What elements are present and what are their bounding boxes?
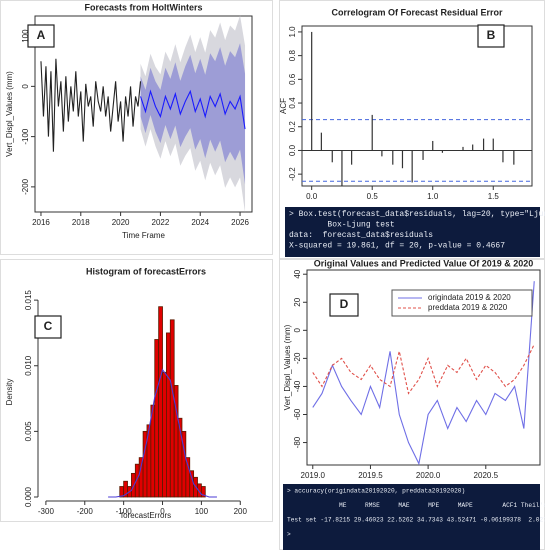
y-tick-label: 0 bbox=[21, 84, 30, 89]
histogram-bar bbox=[150, 404, 156, 498]
histogram-bar bbox=[158, 306, 163, 498]
y-tick-label: -40 bbox=[293, 380, 302, 392]
console-line: Test set -17.8215 29.46023 22.5262 34.73… bbox=[287, 517, 545, 524]
y-tick-label: 0.2 bbox=[288, 121, 297, 133]
histogram-bar bbox=[138, 457, 144, 498]
x-tick-label: 2022 bbox=[152, 218, 170, 227]
y-tick-label: -200 bbox=[21, 178, 30, 195]
series-line bbox=[139, 89, 246, 130]
x-tick-label: -300 bbox=[38, 507, 55, 516]
panel-letter-box bbox=[27, 24, 55, 48]
prediction-band bbox=[140, 43, 246, 185]
series-line bbox=[40, 58, 142, 152]
y-axis-label: Vert_Displ_Values (mm) bbox=[5, 71, 14, 157]
histogram-bar bbox=[201, 486, 206, 498]
console-line: > Box.test(forecast_data$residuals, lag=… bbox=[289, 210, 545, 219]
x-tick-label: -100 bbox=[116, 507, 133, 516]
console-line: X-squared = 19.861, df = 20, p-value = 0… bbox=[289, 242, 505, 251]
y-tick-label: 0.0 bbox=[288, 144, 297, 156]
legend-box bbox=[391, 289, 533, 317]
legend-label: origindata 2019 & 2020 bbox=[428, 293, 511, 302]
series-line bbox=[312, 344, 535, 395]
x-tick-label: 1.5 bbox=[488, 192, 500, 201]
chart-title: Correlogram Of Forecast Residual Error bbox=[331, 7, 503, 17]
x-axis-label: forecastErrors bbox=[121, 511, 171, 520]
x-tick-label: 100 bbox=[195, 507, 209, 516]
console-line: > bbox=[287, 531, 291, 538]
y-tick-label: 0.010 bbox=[24, 355, 33, 376]
x-tick-label: 2020.5 bbox=[474, 471, 499, 480]
console-line: ME RMSE MAE MPE MAPE ACF1 Theil's U bbox=[287, 502, 545, 509]
y-tick-label: -0.2 bbox=[288, 167, 297, 181]
x-tick-label: 0.0 bbox=[306, 192, 318, 201]
x-tick-label: 200 bbox=[234, 507, 248, 516]
console-line: data: forecast_data$residuals bbox=[289, 231, 433, 240]
x-tick-label: 2018 bbox=[72, 218, 90, 227]
legend-label: preddata 2019 & 2020 bbox=[428, 303, 508, 312]
x-tick-label: 0.5 bbox=[367, 192, 379, 201]
panel-letter: D bbox=[340, 297, 349, 311]
x-tick-label: 2016 bbox=[32, 218, 50, 227]
chart-title: Forecasts from HoltWinters bbox=[85, 2, 203, 12]
panel-letter: B bbox=[487, 28, 496, 42]
x-axis-label: Time Frame bbox=[122, 231, 165, 240]
y-tick-label: 0.015 bbox=[24, 290, 33, 311]
x-tick-label: 2020 bbox=[112, 218, 130, 227]
y-tick-label: -100 bbox=[21, 128, 30, 145]
panel-letter: A bbox=[37, 28, 46, 42]
y-tick-label: -60 bbox=[293, 408, 302, 420]
y-tick-label: 1.0 bbox=[288, 26, 297, 38]
plot-frame bbox=[34, 15, 253, 213]
y-tick-label: 100 bbox=[21, 29, 30, 43]
console bbox=[285, 207, 540, 257]
panel-letter-box bbox=[329, 293, 359, 317]
histogram-bar bbox=[169, 319, 175, 498]
panel-border bbox=[0, 259, 273, 522]
x-tick-label: 1.0 bbox=[427, 192, 439, 201]
y-axis-label: ACF bbox=[279, 98, 288, 114]
x-tick-label: 2019.5 bbox=[358, 471, 383, 480]
histogram-bar bbox=[162, 371, 167, 498]
panel-border bbox=[0, 0, 273, 255]
series-line bbox=[312, 281, 535, 466]
y-tick-label: 0.8 bbox=[288, 50, 297, 62]
panel-letter: C bbox=[44, 319, 53, 333]
y-tick-label: 40 bbox=[293, 269, 302, 278]
console-line: > accuracy(origindata20192020, preddata2… bbox=[287, 488, 465, 495]
y-axis-label: Vert_Displ_Values (mm) bbox=[283, 324, 292, 410]
histogram-bar bbox=[166, 332, 171, 498]
panel-letter-box bbox=[34, 315, 62, 339]
y-tick-label: 0.000 bbox=[24, 486, 33, 507]
y-tick-label: 0.6 bbox=[288, 73, 297, 85]
x-tick-label: 2019.0 bbox=[301, 471, 326, 480]
chart-title: Original Values and Predicted Value Of 2… bbox=[314, 258, 534, 268]
y-tick-label: 0.4 bbox=[288, 97, 297, 109]
plot-frame bbox=[306, 269, 541, 466]
y-tick-label: -20 bbox=[293, 352, 302, 364]
y-axis-label: Density bbox=[5, 379, 14, 406]
histogram-bar bbox=[131, 472, 136, 498]
panel-letter-box bbox=[477, 24, 505, 48]
plot-frame bbox=[301, 25, 533, 187]
x-tick-label: -200 bbox=[77, 507, 94, 516]
console-line: Box-Ljung test bbox=[289, 221, 395, 230]
x-tick-label: 0 bbox=[160, 507, 165, 516]
y-tick-label: 20 bbox=[293, 297, 302, 306]
chart-title: Histogram of forecastErrors bbox=[86, 266, 206, 276]
x-tick-label: 2020.0 bbox=[416, 471, 441, 480]
console bbox=[283, 484, 540, 550]
y-tick-label: 0 bbox=[293, 328, 302, 333]
y-tick-label: 0.005 bbox=[24, 421, 33, 442]
x-tick-label: 2026 bbox=[231, 218, 249, 227]
series-line bbox=[108, 368, 217, 498]
x-tick-label: 2024 bbox=[191, 218, 209, 227]
y-tick-label: -80 bbox=[293, 436, 302, 448]
histogram-bar bbox=[154, 339, 160, 498]
